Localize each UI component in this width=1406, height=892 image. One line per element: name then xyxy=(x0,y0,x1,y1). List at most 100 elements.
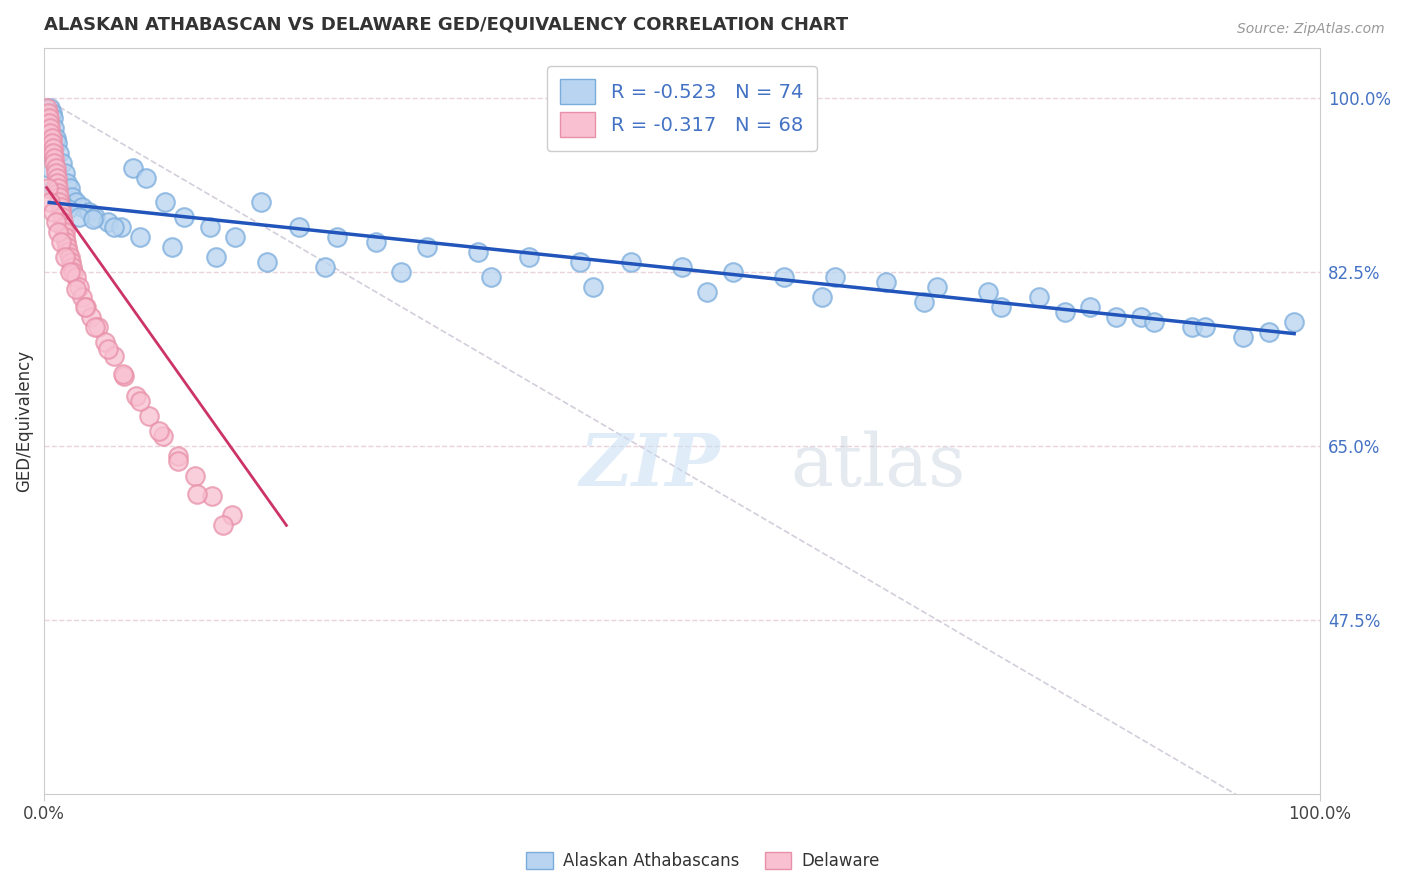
Point xyxy=(59,250,82,264)
Point xyxy=(59,180,82,194)
Point xyxy=(58,245,80,260)
Point xyxy=(773,270,796,285)
Point xyxy=(55,235,77,250)
Point xyxy=(59,255,82,269)
Point xyxy=(620,255,643,269)
Point xyxy=(72,201,94,215)
Point xyxy=(75,300,97,314)
Point xyxy=(38,161,60,175)
Point xyxy=(250,195,273,210)
Point xyxy=(72,290,94,304)
Point xyxy=(288,220,311,235)
Point xyxy=(56,176,79,190)
Point xyxy=(1257,325,1279,339)
Point xyxy=(82,212,104,227)
Point xyxy=(62,265,84,279)
Point xyxy=(80,310,103,324)
Point xyxy=(211,518,233,533)
Point xyxy=(167,449,190,463)
Text: Source: ZipAtlas.com: Source: ZipAtlas.com xyxy=(1237,22,1385,37)
Point xyxy=(1232,329,1254,343)
Point xyxy=(1282,315,1305,329)
Point xyxy=(37,180,59,194)
Point xyxy=(138,409,160,423)
Point xyxy=(41,106,63,120)
Point xyxy=(39,195,62,210)
Point xyxy=(49,201,72,215)
Point xyxy=(52,215,75,229)
Point xyxy=(46,225,69,239)
Point xyxy=(925,280,948,294)
Point xyxy=(1130,310,1153,324)
Point xyxy=(205,250,228,264)
Point xyxy=(45,166,67,180)
Point xyxy=(44,120,66,135)
Point xyxy=(39,120,62,135)
Point xyxy=(198,220,221,235)
Point xyxy=(326,230,349,244)
Point xyxy=(46,180,69,194)
Point xyxy=(568,255,591,269)
Point xyxy=(41,136,63,150)
Point xyxy=(42,145,65,160)
Point xyxy=(389,265,412,279)
Point xyxy=(41,131,63,145)
Point xyxy=(42,141,65,155)
Point xyxy=(160,240,183,254)
Point xyxy=(110,220,132,235)
Point xyxy=(67,211,90,225)
Point xyxy=(224,230,246,244)
Point xyxy=(517,250,540,264)
Point xyxy=(51,211,73,225)
Point xyxy=(77,205,100,219)
Point xyxy=(97,342,120,356)
Point xyxy=(173,211,195,225)
Point xyxy=(824,270,846,285)
Point xyxy=(1143,315,1166,329)
Point xyxy=(52,220,75,235)
Point xyxy=(183,468,205,483)
Point xyxy=(60,260,83,274)
Point xyxy=(97,215,120,229)
Point xyxy=(38,116,60,130)
Point xyxy=(1194,319,1216,334)
Point xyxy=(49,195,72,210)
Point xyxy=(48,190,70,204)
Point xyxy=(49,205,72,219)
Point xyxy=(67,280,90,294)
Point xyxy=(48,145,70,160)
Point xyxy=(53,230,76,244)
Point xyxy=(45,131,67,145)
Point xyxy=(45,215,67,229)
Point xyxy=(314,260,336,274)
Point xyxy=(256,255,278,269)
Legend: R = -0.523   N = 74, R = -0.317   N = 68: R = -0.523 N = 74, R = -0.317 N = 68 xyxy=(547,66,817,151)
Point xyxy=(73,300,96,314)
Point xyxy=(912,294,935,309)
Point xyxy=(38,111,60,125)
Point xyxy=(112,368,135,382)
Point xyxy=(44,155,66,169)
Point xyxy=(152,429,174,443)
Text: atlas: atlas xyxy=(790,431,966,501)
Point xyxy=(56,240,79,254)
Point xyxy=(103,350,125,364)
Point xyxy=(60,190,83,204)
Point xyxy=(416,240,439,254)
Legend: Alaskan Athabascans, Delaware: Alaskan Athabascans, Delaware xyxy=(520,845,886,877)
Point xyxy=(51,155,73,169)
Point xyxy=(84,319,107,334)
Point xyxy=(581,280,603,294)
Point xyxy=(721,265,744,279)
Point xyxy=(35,101,58,115)
Point xyxy=(44,180,66,194)
Point xyxy=(875,275,897,289)
Point xyxy=(125,389,148,403)
Point xyxy=(44,151,66,165)
Point xyxy=(128,394,150,409)
Point xyxy=(671,260,693,274)
Point xyxy=(990,300,1012,314)
Point xyxy=(696,285,718,299)
Point xyxy=(128,230,150,244)
Point xyxy=(45,176,67,190)
